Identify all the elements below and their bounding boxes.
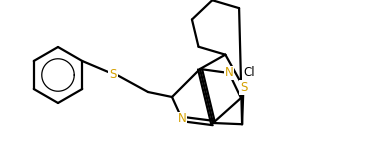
Text: S: S xyxy=(109,67,117,80)
Text: S: S xyxy=(240,81,247,94)
Text: N: N xyxy=(177,112,186,125)
Text: N: N xyxy=(225,66,233,80)
Text: Cl: Cl xyxy=(243,66,255,80)
